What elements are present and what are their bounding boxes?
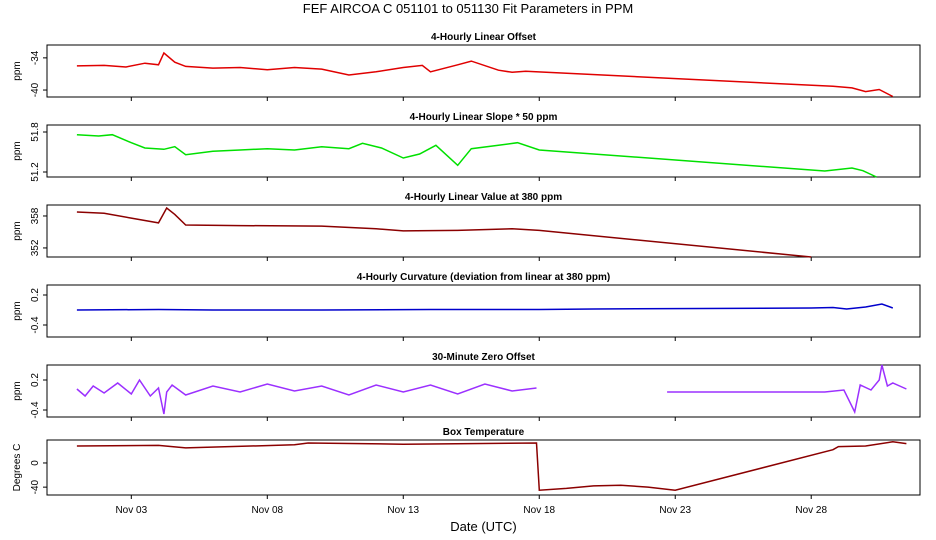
data-line: [76, 364, 907, 415]
panel-title: 4-Hourly Linear Slope * 50 ppm: [410, 112, 558, 123]
y-tick-label: 0.2: [30, 288, 41, 302]
x-tick-label: Nov 23: [659, 505, 691, 516]
data-line: [76, 303, 894, 311]
y-tick-label: 0.2: [30, 373, 41, 387]
y-axis-label: ppm: [12, 221, 23, 240]
y-tick-label: 358: [30, 207, 41, 224]
panel-title: 4-Hourly Linear Offset: [431, 32, 537, 43]
y-axis-label: ppm: [12, 381, 23, 400]
y-tick-label: 51.2: [30, 162, 41, 182]
page-title: FEF AIRCOA C 051101 to 051130 Fit Parame…: [303, 1, 633, 16]
y-tick-label: -40: [30, 479, 41, 494]
x-tick-label: Nov 03: [115, 505, 147, 516]
y-tick-label: -0.4: [30, 401, 41, 419]
data-line: [76, 441, 907, 491]
plot-frame: [46, 284, 921, 338]
plot-frame: [46, 439, 921, 496]
panel-title: 30-Minute Zero Offset: [432, 352, 535, 363]
y-tick-label: 51.8: [30, 122, 41, 142]
x-axis-label: Date (UTC): [450, 519, 516, 534]
plot-frame: [46, 44, 921, 98]
data-line: [76, 133, 877, 178]
plot-frame: [46, 124, 921, 178]
plot-frame: [46, 204, 921, 258]
panel-title: 4-Hourly Curvature (deviation from linea…: [357, 272, 610, 283]
data-line: [76, 51, 894, 98]
panel-title: Box Temperature: [443, 427, 525, 438]
x-tick-label: Nov 28: [795, 505, 827, 516]
panel-title: 4-Hourly Linear Value at 380 ppm: [405, 192, 562, 203]
y-axis-label: ppm: [12, 301, 23, 320]
y-tick-label: 352: [30, 239, 41, 256]
x-tick-label: Nov 18: [523, 505, 555, 516]
y-axis-label: ppm: [12, 61, 23, 80]
data-line: [76, 206, 812, 258]
y-axis-label: ppm: [12, 141, 23, 160]
y-axis-label: Degrees C: [12, 444, 23, 492]
plot-frame: [46, 364, 921, 418]
y-tick-label: -0.4: [30, 316, 41, 334]
y-tick-label: -34: [30, 50, 41, 65]
x-tick-label: Nov 08: [251, 505, 283, 516]
x-tick-label: Nov 13: [387, 505, 419, 516]
y-tick-label: 0: [30, 460, 41, 466]
y-tick-label: -40: [30, 82, 41, 97]
